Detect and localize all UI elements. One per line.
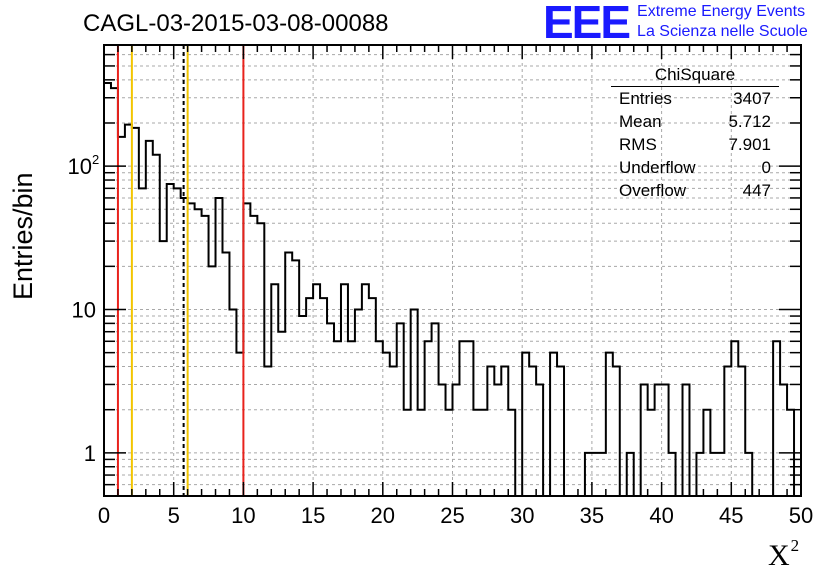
stats-title: ChiSquare <box>654 65 736 84</box>
stats-label: Entries <box>619 89 672 108</box>
logo-line-1: Extreme Energy Events <box>637 3 806 20</box>
x-axis-label: X2 <box>768 536 799 573</box>
x-axis-label-superscript: 2 <box>790 536 800 555</box>
x-tick-label: 40 <box>649 503 673 528</box>
stats-box: ChiSquare Entries 3407 Mean 5.712 RMS 7.… <box>611 64 779 202</box>
stats-rule <box>611 86 779 87</box>
y-tick-label: 1 <box>84 441 96 466</box>
x-tick-label: 45 <box>719 503 743 528</box>
x-tick-label: 10 <box>231 503 255 528</box>
plot-title: CAGL-03-2015-03-08-00088 <box>83 10 389 37</box>
y-tick-label: 10 <box>68 154 92 179</box>
logo-mark: EEE <box>543 0 631 48</box>
stats-row-entries: Entries 3407 <box>611 87 779 110</box>
axis-ticks <box>103 44 802 497</box>
x-tick-label: 15 <box>301 503 325 528</box>
stats-label: Underflow <box>619 158 696 177</box>
stats-label: Mean <box>619 112 662 131</box>
reference-lines <box>116 45 245 496</box>
y-axis-label: Entries/bin <box>8 172 38 300</box>
x-axis-label-base: X <box>768 539 790 572</box>
stats-row-mean: Mean 5.712 <box>611 110 779 133</box>
x-tick-label: 25 <box>440 503 464 528</box>
x-tick-label: 5 <box>168 503 180 528</box>
x-tick-label: 20 <box>371 503 395 528</box>
logo-text: Extreme Energy Events La Scienza nelle S… <box>637 2 808 42</box>
stats-row-overflow: Overflow 447 <box>611 179 779 202</box>
y-tick-label-exponent: 2 <box>92 152 99 167</box>
x-tick-label: 0 <box>98 503 110 528</box>
y-tick-label: 10 <box>72 297 96 322</box>
stats-value: 0 <box>761 158 771 177</box>
stats-label: RMS <box>619 135 657 154</box>
stats-label: Overflow <box>619 181 687 200</box>
x-tick-label: 30 <box>510 503 534 528</box>
x-tick-labels: 0 5 10 15 20 25 30 35 40 45 50 <box>98 503 813 528</box>
histogram-outline <box>104 82 802 497</box>
x-tick-label: 50 <box>789 503 813 528</box>
stats-value: 3407 <box>733 89 771 108</box>
stats-value: 7.901 <box>728 135 771 154</box>
stats-value: 447 <box>742 181 771 200</box>
eee-logo: EEE Extreme Energy Events La Scienza nel… <box>543 0 808 48</box>
logo-line-2: La Scienza nelle Scuole <box>637 23 808 40</box>
x-tick-label: 35 <box>580 503 604 528</box>
stats-row-rms: RMS 7.901 <box>611 133 779 156</box>
stats-row-underflow: Underflow 0 <box>611 156 779 179</box>
stats-value: 5.712 <box>728 112 771 131</box>
